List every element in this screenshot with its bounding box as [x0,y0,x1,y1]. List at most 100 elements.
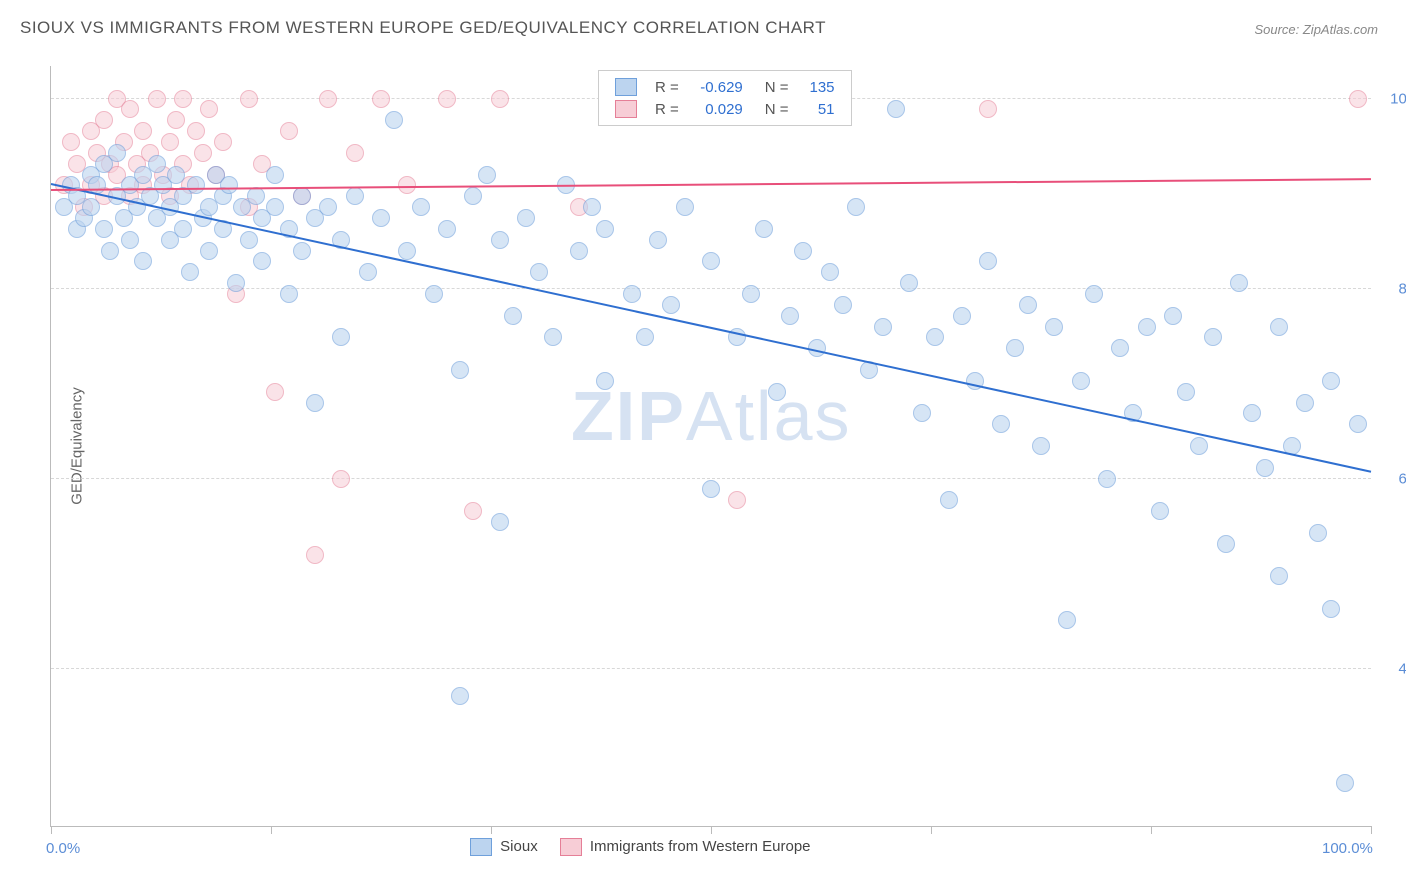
scatter-point [979,252,997,270]
scatter-point [187,122,205,140]
scatter-point [95,220,113,238]
gridline [51,478,1371,479]
scatter-point [926,328,944,346]
scatter-point [187,176,205,194]
scatter-point [464,502,482,520]
x-tick [1151,826,1152,834]
scatter-point [887,100,905,118]
scatter-point [649,231,667,249]
scatter-point [1190,437,1208,455]
x-tick [711,826,712,834]
scatter-point [148,90,166,108]
scatter-point [1045,318,1063,336]
x-tick [1371,826,1372,834]
scatter-point [253,252,271,270]
scatter-point [293,242,311,260]
scatter-point [1058,611,1076,629]
scatter-point [372,209,390,227]
scatter-point [1085,285,1103,303]
scatter-point [194,144,212,162]
scatter-point [517,209,535,227]
x-tick [51,826,52,834]
scatter-point [755,220,773,238]
series-legend: Sioux Immigrants from Western Europe [470,838,833,856]
scatter-point [266,383,284,401]
scatter-point [728,491,746,509]
scatter-point [425,285,443,303]
scatter-point [491,231,509,249]
x-max-label: 100.0% [1322,840,1373,857]
scatter-point [491,513,509,531]
scatter-point [95,111,113,129]
scatter-point [174,90,192,108]
scatter-point [346,144,364,162]
scatter-point [992,415,1010,433]
scatter-point [1111,339,1129,357]
scatter-point [781,307,799,325]
y-tick-label: 82.5% [1381,280,1406,297]
scatter-point [1217,535,1235,553]
scatter-point [306,546,324,564]
scatter-point [702,480,720,498]
scatter-point [1349,90,1367,108]
scatter-point [1098,470,1116,488]
scatter-point [1349,415,1367,433]
scatter-point [214,133,232,151]
scatter-point [181,263,199,281]
scatter-point [1151,502,1169,520]
y-tick-label: 100.0% [1381,90,1406,107]
scatter-point [874,318,892,336]
scatter-point [108,144,126,162]
scatter-point [953,307,971,325]
scatter-point [478,166,496,184]
scatter-point [1256,459,1274,477]
scatter-point [82,198,100,216]
scatter-point [167,166,185,184]
scatter-point [280,122,298,140]
scatter-point [742,285,760,303]
scatter-point [220,176,238,194]
scatter-point [1270,567,1288,585]
scatter-point [266,166,284,184]
scatter-point [359,263,377,281]
scatter-plot-area: ZIPAtlas 100.0%82.5%65.0%47.5%R =-0.629N… [50,66,1371,827]
scatter-point [167,111,185,129]
scatter-point [596,220,614,238]
scatter-point [227,274,245,292]
scatter-point [121,100,139,118]
scatter-point [200,100,218,118]
gridline [51,288,1371,289]
scatter-point [768,383,786,401]
scatter-point [504,307,522,325]
scatter-point [544,328,562,346]
scatter-point [293,187,311,205]
scatter-point [134,122,152,140]
scatter-point [583,198,601,216]
watermark: ZIPAtlas [571,376,852,456]
scatter-point [121,231,139,249]
y-tick-label: 47.5% [1381,660,1406,677]
scatter-point [148,155,166,173]
scatter-point [332,470,350,488]
scatter-point [134,252,152,270]
scatter-point [200,242,218,260]
scatter-point [1230,274,1248,292]
scatter-point [821,263,839,281]
scatter-point [1072,372,1090,390]
scatter-point [161,133,179,151]
source-attribution: Source: ZipAtlas.com [1254,22,1378,37]
scatter-point [900,274,918,292]
scatter-point [1270,318,1288,336]
scatter-point [1138,318,1156,336]
scatter-point [570,242,588,260]
scatter-point [319,90,337,108]
x-tick [931,826,932,834]
scatter-point [1204,328,1222,346]
scatter-point [1019,296,1037,314]
scatter-point [1032,437,1050,455]
scatter-point [1322,372,1340,390]
scatter-point [266,198,284,216]
regression-line [51,183,1371,473]
scatter-point [464,187,482,205]
scatter-point [451,361,469,379]
